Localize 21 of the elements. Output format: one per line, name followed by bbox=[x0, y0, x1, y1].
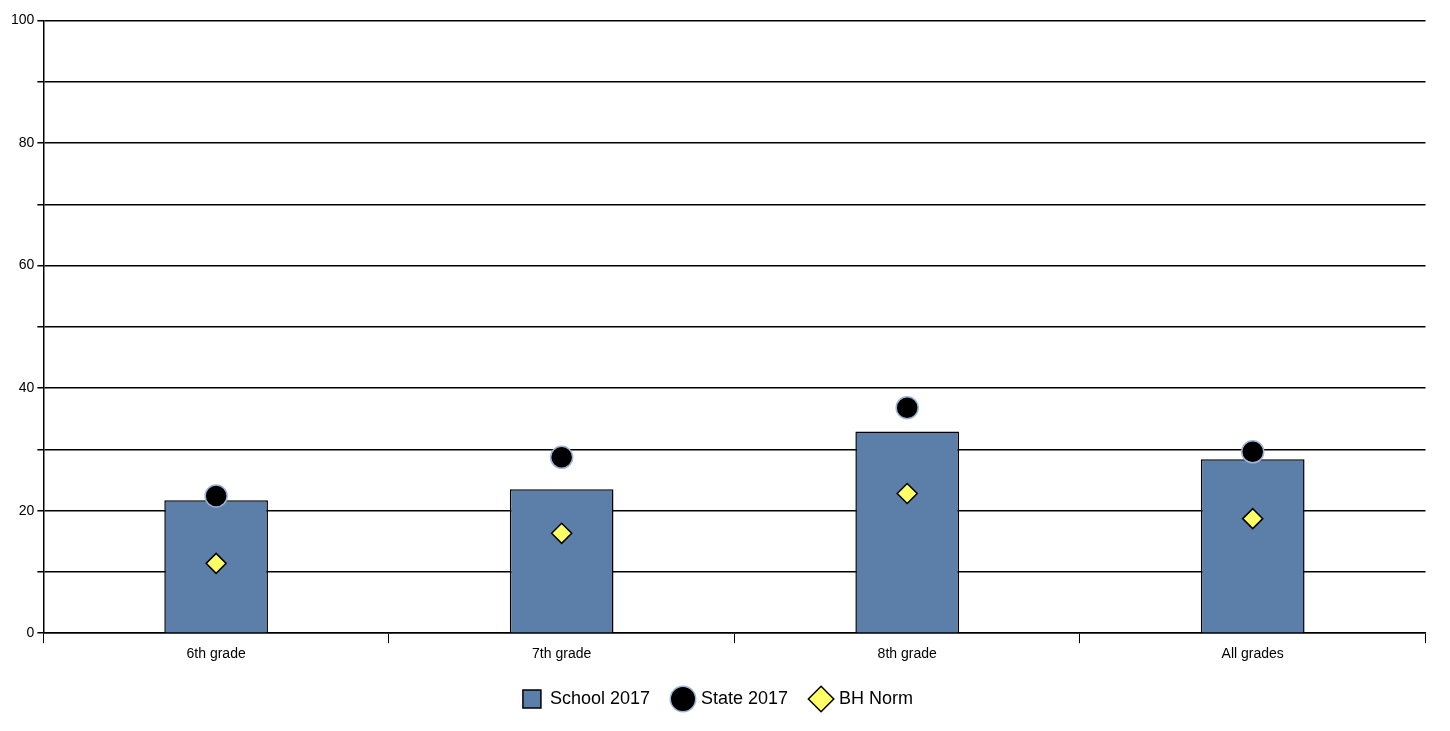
point bbox=[895, 395, 919, 420]
y-tick-label: 0 bbox=[26, 624, 35, 641]
legend-label: School 2017 bbox=[549, 687, 651, 708]
y-tick-label: 100 bbox=[11, 11, 35, 28]
y-tick-label: 40 bbox=[18, 378, 35, 395]
point bbox=[1241, 507, 1264, 530]
x-tick-label: 6th grade bbox=[186, 645, 246, 662]
point bbox=[204, 484, 228, 508]
legend-label: BH Norm bbox=[839, 687, 914, 708]
point bbox=[896, 482, 918, 505]
x-tick-label: All grades bbox=[1221, 645, 1284, 662]
y-tick-label: 20 bbox=[18, 501, 35, 518]
y-tick-label: 60 bbox=[18, 256, 35, 273]
x-tick-label: 8th grade bbox=[877, 645, 937, 662]
point bbox=[205, 552, 227, 575]
point bbox=[549, 445, 574, 470]
point bbox=[550, 522, 573, 545]
y-tick-label: 80 bbox=[18, 133, 35, 150]
legend-label: State 2017 bbox=[701, 687, 789, 708]
point bbox=[1240, 440, 1265, 464]
x-tick-label: 7th grade bbox=[532, 645, 592, 662]
